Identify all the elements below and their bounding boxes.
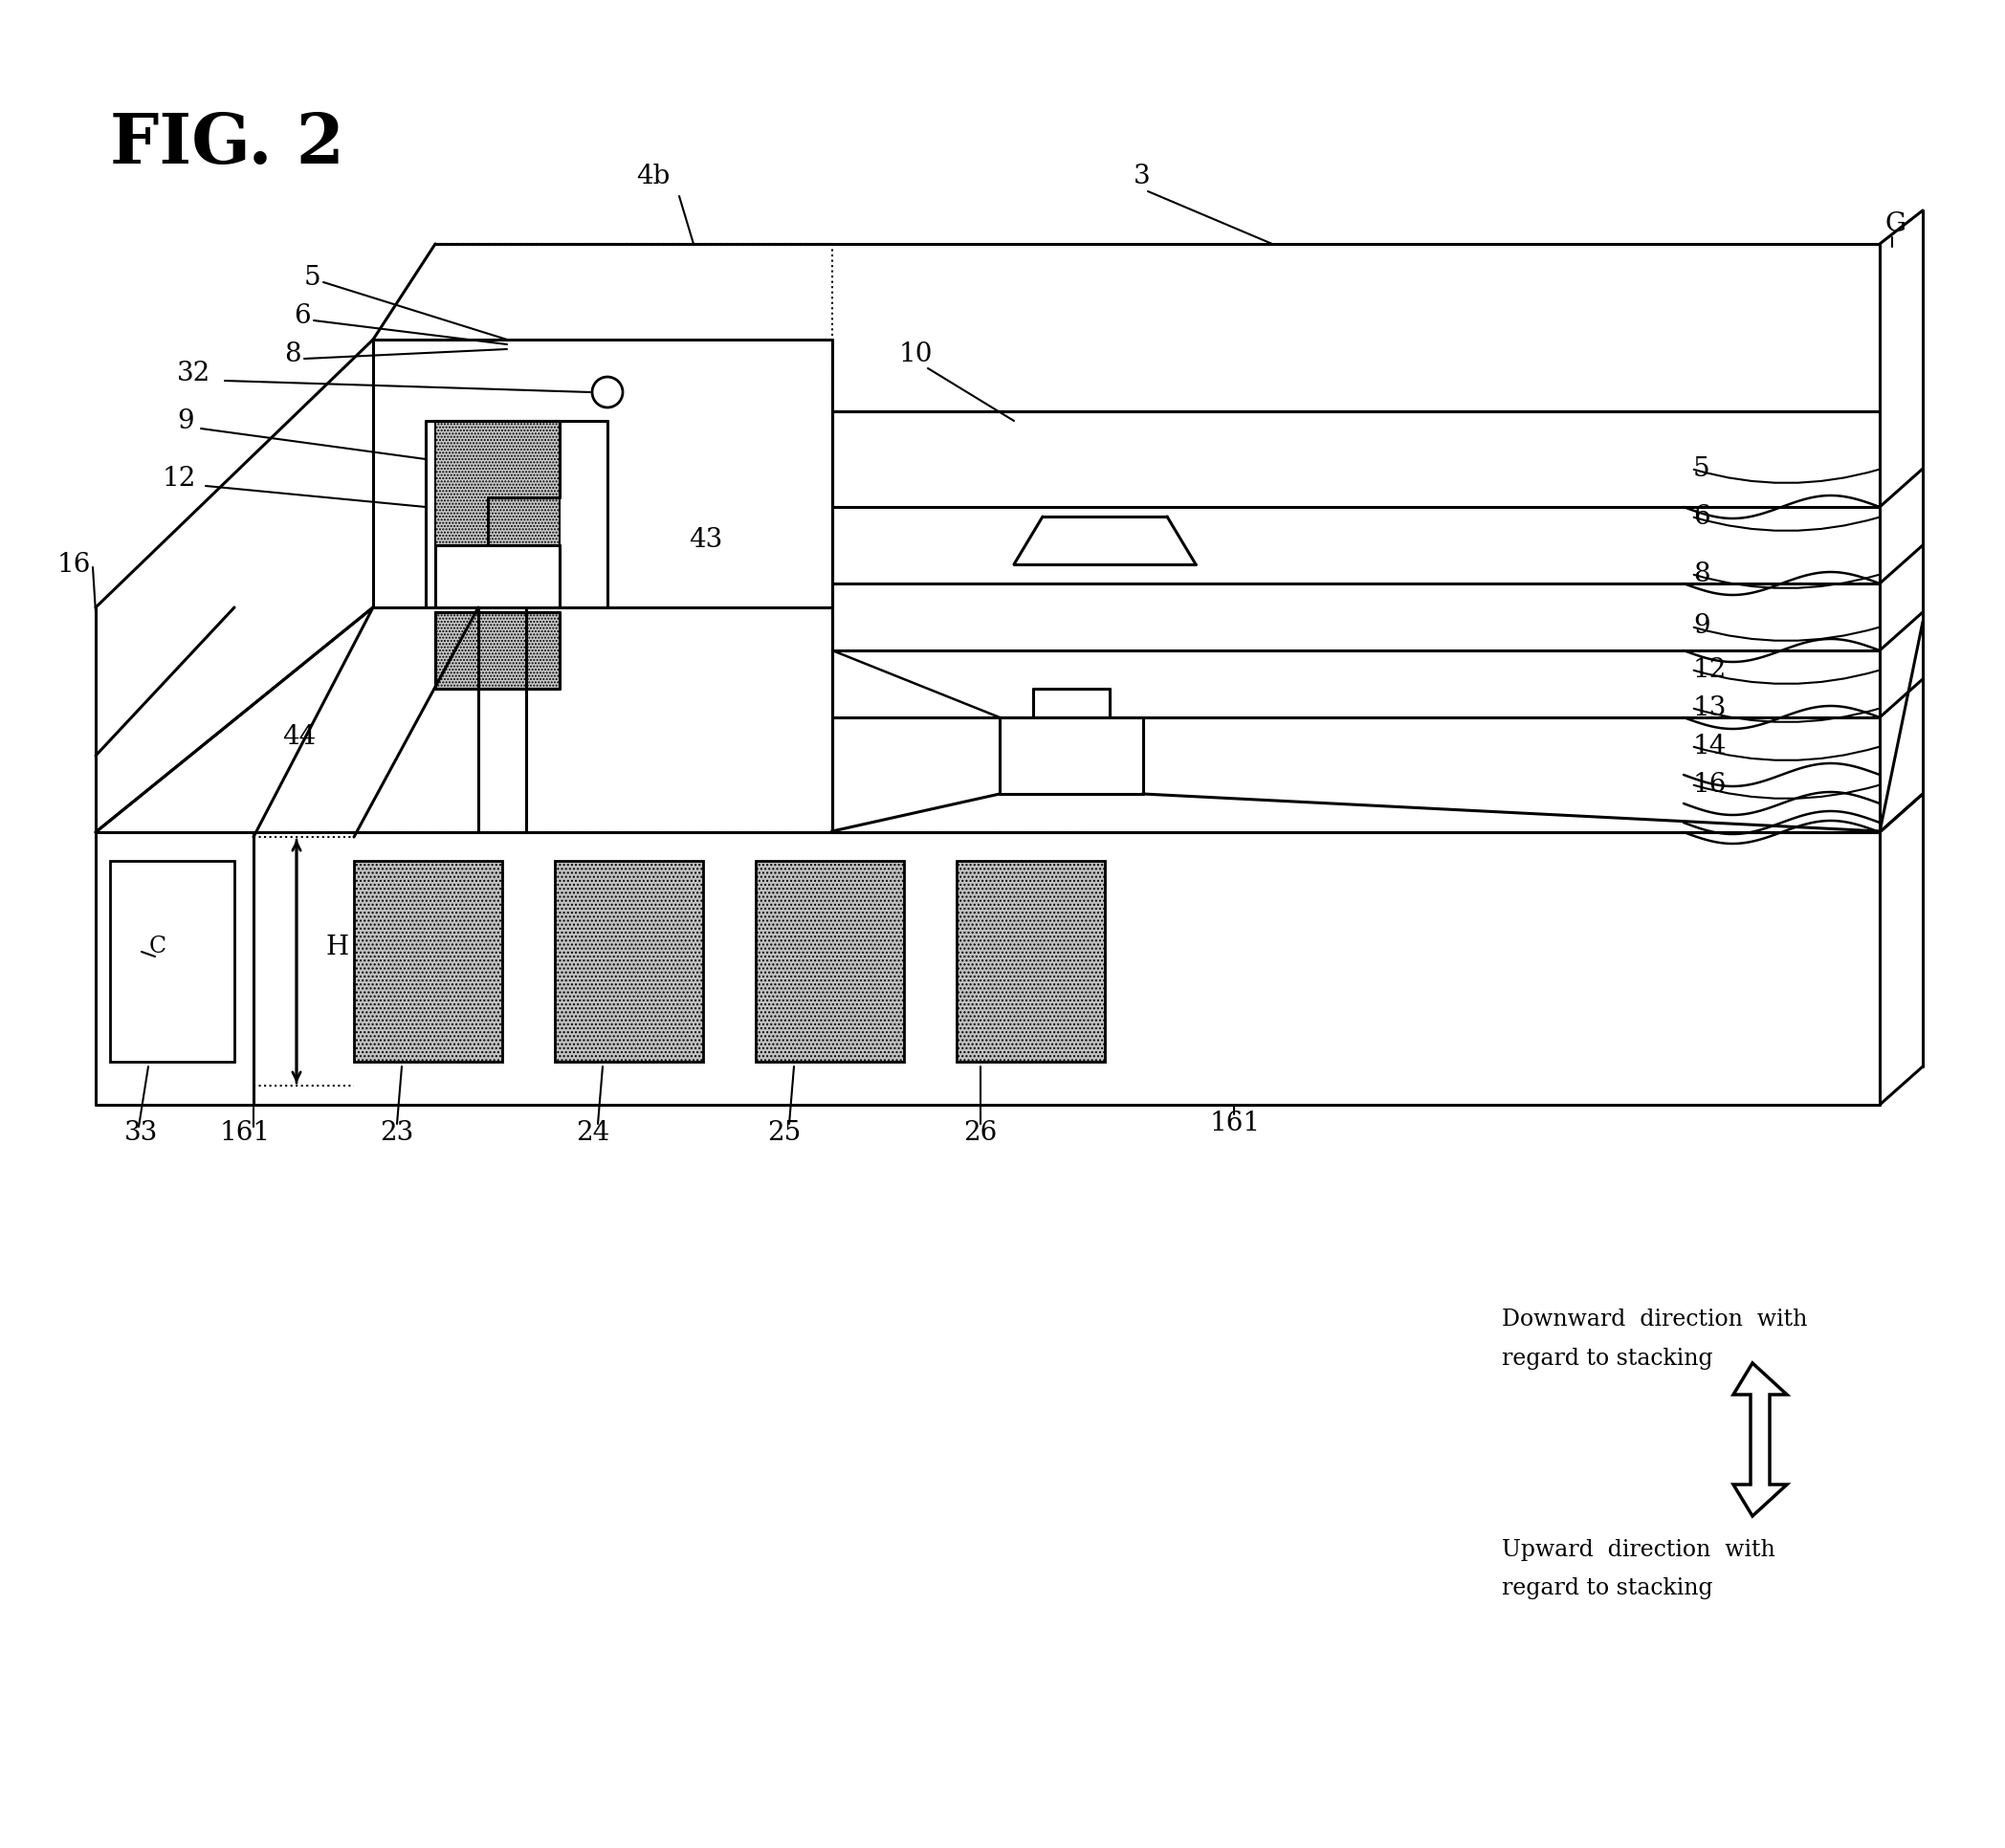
Polygon shape: [1734, 1364, 1786, 1515]
Text: 6: 6: [1692, 505, 1710, 529]
Bar: [555, 861, 704, 1063]
Text: 5: 5: [1692, 456, 1710, 482]
Text: 16: 16: [56, 551, 90, 577]
Text: 8: 8: [1692, 562, 1710, 588]
Bar: [435, 421, 559, 545]
Text: 14: 14: [1692, 734, 1726, 760]
Text: 43: 43: [690, 527, 722, 553]
Circle shape: [591, 377, 624, 407]
Text: regard to stacking: regard to stacking: [1502, 1576, 1712, 1599]
Bar: [756, 861, 904, 1063]
Text: 12: 12: [1692, 656, 1726, 682]
Text: 23: 23: [381, 1120, 413, 1146]
Text: 12: 12: [162, 466, 196, 492]
Text: 5: 5: [303, 264, 321, 290]
Bar: [110, 861, 235, 1063]
Text: 8: 8: [285, 342, 301, 366]
Text: 32: 32: [176, 360, 211, 386]
Text: FIG. 2: FIG. 2: [110, 111, 345, 177]
Text: 4b: 4b: [636, 164, 670, 190]
Text: 13: 13: [1692, 695, 1726, 721]
Bar: [355, 861, 501, 1063]
Text: 16: 16: [1692, 771, 1726, 796]
Text: 161: 161: [221, 1120, 271, 1146]
Text: 6: 6: [295, 303, 311, 329]
Text: 26: 26: [964, 1120, 996, 1146]
Text: G: G: [1885, 213, 1905, 238]
Text: Upward  direction  with: Upward direction with: [1502, 1539, 1774, 1560]
Text: 44: 44: [283, 724, 317, 750]
Text: 9: 9: [176, 408, 194, 434]
Text: 10: 10: [898, 342, 932, 366]
Bar: [956, 861, 1105, 1063]
Text: 3: 3: [1133, 164, 1151, 190]
Text: regard to stacking: regard to stacking: [1502, 1347, 1712, 1369]
Text: H: H: [325, 933, 349, 959]
Text: C: C: [148, 935, 166, 957]
Text: 24: 24: [575, 1120, 610, 1146]
Text: 161: 161: [1211, 1111, 1261, 1137]
Bar: [435, 612, 559, 689]
Text: Downward  direction  with: Downward direction with: [1502, 1308, 1807, 1331]
Text: 25: 25: [768, 1120, 802, 1146]
Text: 33: 33: [124, 1120, 158, 1146]
Text: 9: 9: [1692, 614, 1710, 639]
